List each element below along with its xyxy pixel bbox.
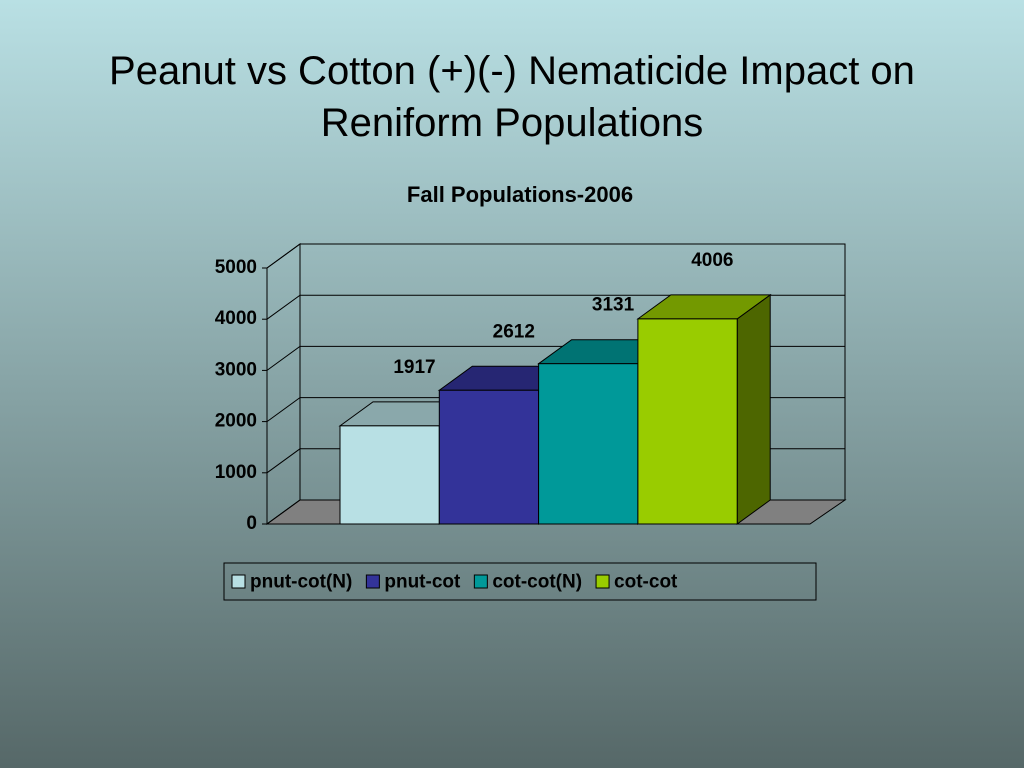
legend-swatch (595, 574, 610, 589)
chart-title: Fall Populations-2006 (407, 182, 633, 207)
value-label: 1917 (393, 357, 435, 378)
y-tick-label: 4000 (215, 308, 257, 329)
slide-title: Peanut vs Cotton (+)(-) Nematicide Impac… (109, 49, 915, 145)
y-tick-label: 2000 (215, 411, 257, 432)
legend-swatch (231, 574, 246, 589)
legend-swatch (473, 574, 488, 589)
legend-label: pnut-cot (384, 572, 461, 593)
legend-label: pnut-cot(N) (250, 572, 352, 593)
value-label: 2612 (493, 321, 535, 342)
legend-box (223, 562, 817, 601)
legend-label: cot-cot(N) (492, 572, 582, 593)
legend-label: cot-cot (614, 572, 678, 593)
grid-line (266, 243, 845, 269)
y-tick-label: 3000 (215, 359, 257, 380)
bar (538, 363, 639, 525)
y-tick-label: 0 (246, 513, 257, 534)
y-tick-label: 1000 (215, 462, 257, 483)
grid-line (266, 294, 845, 320)
bar (339, 425, 440, 525)
bar (438, 389, 540, 525)
value-label: 3131 (592, 295, 635, 316)
y-tick-label: 5000 (215, 257, 257, 278)
bar-side (736, 293, 771, 525)
bar (637, 318, 738, 525)
value-label: 4006 (691, 250, 733, 271)
legend-swatch (365, 574, 380, 589)
slide-title-box: Peanut vs Cotton (+)(-) Nematicide Impac… (109, 49, 915, 145)
